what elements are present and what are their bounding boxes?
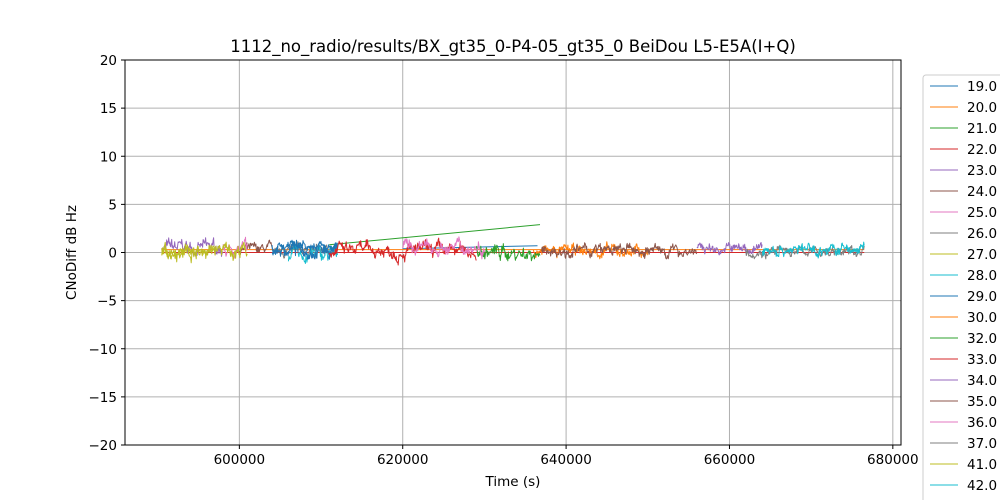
y-tick-label: −20: [89, 438, 118, 454]
legend-label: 34.0: [967, 373, 997, 389]
x-tick-label: 620000: [377, 452, 429, 468]
x-tick-label: 680000: [867, 452, 919, 468]
y-tick-label: 5: [108, 197, 117, 213]
legend-label: 32.0: [967, 331, 997, 347]
ticks: 600000 620000 640000 660000 680000 −20 −15 −10 −…: [89, 53, 919, 468]
legend-label: 27.0: [967, 247, 997, 263]
chart-title: 1112_no_radio/results/BX_gt35_0-P4-05_gt…: [230, 37, 796, 57]
x-tick-label: 600000: [214, 452, 266, 468]
legend-label: 42.0: [967, 478, 997, 494]
legend-label: 26.0: [967, 226, 997, 242]
series-line: [329, 224, 541, 246]
y-tick-label: 15: [100, 101, 117, 117]
legend-label: 41.0: [967, 457, 997, 473]
legend-label: 20.0: [967, 100, 997, 116]
legend: 19.0 20.0 21.0 22.0 23.0 24.0 25.0 26.0 27.0 28.0…: [922, 74, 1000, 500]
y-tick-label: 10: [100, 149, 117, 165]
x-tick-label: 640000: [540, 452, 592, 468]
legend-label: 19.0: [967, 79, 997, 95]
y-axis-label: CNoDiff dB Hz: [64, 205, 80, 300]
series-line: [745, 244, 865, 260]
series-line: [696, 242, 763, 256]
legend-label: 21.0: [967, 121, 997, 137]
legend-label: 35.0: [967, 394, 997, 410]
series-line: [271, 241, 338, 259]
legend-label: 33.0: [967, 352, 997, 368]
legend-label: 22.0: [967, 142, 997, 158]
series-line: [402, 245, 538, 250]
series-line: [402, 236, 485, 260]
series-layer: [161, 224, 865, 266]
series-line: [761, 241, 865, 259]
legend-label: 24.0: [967, 184, 997, 200]
series-line: [541, 242, 698, 260]
legend-label: 29.0: [967, 289, 997, 305]
legend-label: 23.0: [967, 163, 997, 179]
series-line: [271, 239, 338, 255]
legend-label: 37.0: [967, 436, 997, 452]
legend-label: 28.0: [967, 268, 997, 284]
series-line: [328, 237, 477, 266]
legend-box: [922, 74, 1000, 500]
series-line: [532, 241, 649, 260]
legend-label: 25.0: [967, 205, 997, 221]
series-line: [161, 243, 216, 259]
y-tick-label: −10: [89, 342, 118, 358]
y-tick-label: 0: [108, 246, 117, 262]
y-tick-label: −5: [97, 294, 117, 310]
series-line: [475, 243, 541, 262]
y-tick-label: 20: [100, 53, 117, 69]
legend-label: 30.0: [967, 310, 997, 326]
x-axis-label: Time (s): [485, 474, 541, 490]
y-tick-label: −15: [89, 390, 118, 406]
x-tick-label: 660000: [704, 452, 756, 468]
legend-label: 36.0: [967, 415, 997, 431]
